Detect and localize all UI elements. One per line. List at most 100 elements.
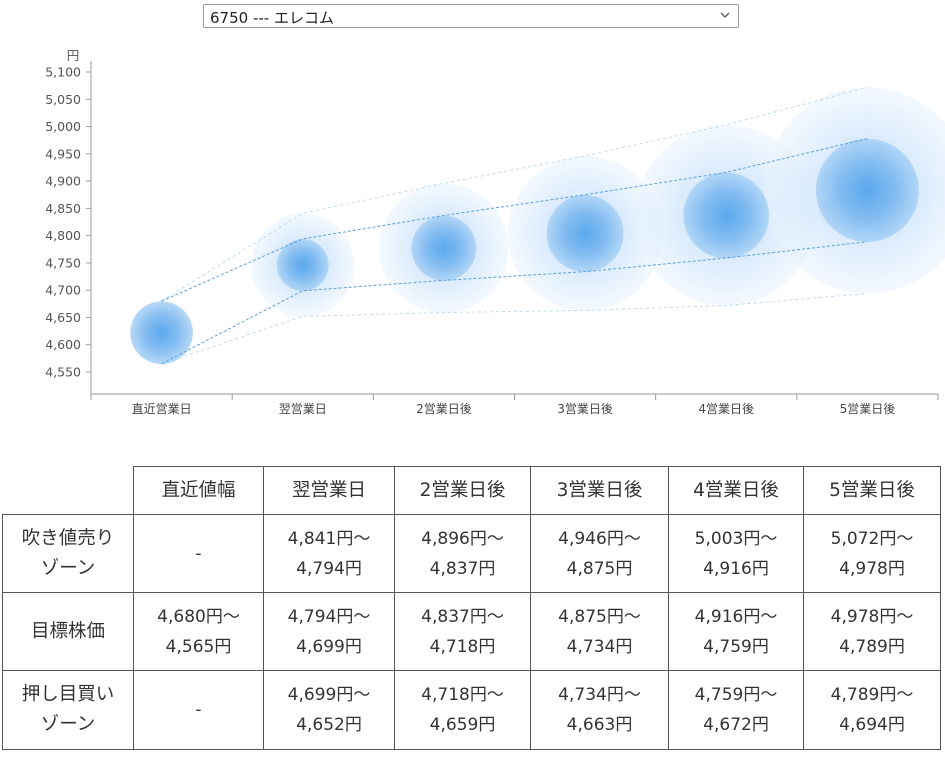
range-lines [161,86,868,365]
target-bubbles [130,138,919,365]
table-row-target-price: 目標株価 4,680円～ 4,565円 4,794円～ 4,699円 4,837円～… [2,592,941,671]
column-header: 直近値幅 [133,466,264,515]
stock-select[interactable]: 6750 --- エレコム [203,4,739,28]
table-cell: 4,837円～ 4,718円 [394,592,531,671]
y-tick-label: 4,700 [45,283,81,298]
cell-line1: 4,875円～ [558,606,641,627]
cell-line2: 4,663円 [566,715,633,735]
cell-line2: 4,916円 [703,558,769,579]
price-forecast-chart: 円 5,100 5,050 5,000 4,950 4,900 4,850 4,800 4,7… [45,48,945,416]
y-tick-label: 4,800 [45,228,81,243]
table-corner-cell [2,466,134,515]
cell-line2: 4,699円 [296,636,362,657]
x-tick-label: 4営業日後 [698,402,754,416]
cell-line1: 5,003円～ [694,528,778,549]
column-header: 4営業日後 [668,466,804,515]
x-tick-label: 3営業日後 [557,402,613,416]
y-tick-label: 5,000 [45,119,81,134]
outer-upper-line [161,86,868,302]
column-header: 2営業日後 [394,466,531,515]
cell-line2: 4,789円 [839,636,905,657]
table-row-sell-zone: 吹き値売りゾーン - 4,841円～ 4,794円 4,896円～ 4,837円 4… [2,514,941,593]
row-label-line1: 押し目買い [21,684,115,705]
inner-lower-line [161,241,868,365]
outer-lower-line [161,292,868,365]
target-bubble [130,301,193,365]
table-header-row: 直近値幅 翌営業日 2営業日後 3営業日後 4営業日後 5営業日後 [2,466,941,515]
x-tick-label: 翌営業日 [279,402,327,416]
y-tick-label: 4,950 [45,146,81,161]
table-cell: 4,789円～ 4,694円 [803,670,941,750]
x-tick-label: 5営業日後 [840,402,896,416]
table-cell: 4,794円～ 4,699円 [263,592,395,671]
cell-line1: 4,699円～ [287,685,371,705]
table-cell: 4,699円～ 4,652円 [263,670,395,750]
cell-line1: 5,072円～ [830,528,914,549]
cell-line1: 4,734円～ [558,685,641,705]
column-header: 3営業日後 [530,466,669,515]
cell-line2: 4,837円 [429,558,496,579]
table-cell: 4,841円～ 4,794円 [263,514,395,593]
cell-line1: 4,978円～ [830,606,914,627]
column-header: 翌営業日 [263,466,395,515]
cell-line1: 4,841円～ [287,528,371,549]
table-cell: 5,072円～ 4,978円 [803,514,941,593]
cell-line2: 4,875円 [566,558,633,579]
table-cell: 4,978円～ 4,789円 [803,592,941,671]
row-label-line1: 吹き値売り [21,527,115,549]
y-tick-labels: 5,100 5,050 5,000 4,950 4,900 4,850 4,800 4,750… [45,65,91,380]
cell-line2: 4,759円 [703,636,769,657]
table-cell: 4,718円～ 4,659円 [394,670,531,750]
cell-line2: 4,718円 [429,636,496,657]
x-tick-label: 直近営業日 [132,402,192,416]
column-header: 5営業日後 [803,466,941,515]
cell-line1: 4,680円～ [157,606,240,627]
row-label-line2: ゾーン [40,557,96,579]
cell-line1: - [195,700,202,720]
chevron-down-icon [720,12,730,18]
target-bubble [683,172,770,259]
table-cell: 4,680円～ 4,565円 [133,592,264,671]
y-tick-label: 4,850 [45,201,81,216]
target-bubble [411,215,477,281]
table-cell: 4,875円～ 4,734円 [530,592,669,671]
row-label-line2: ゾーン [40,714,96,735]
price-zone-table-wrap: 直近値幅 翌営業日 2営業日後 3営業日後 4営業日後 5営業日後 吹き値売りゾ… [2,466,941,750]
cell-line1: - [195,543,202,564]
cell-line1: 4,718円～ [421,685,504,705]
row-header-target-price: 目標株価 [2,592,134,671]
table-cell: 4,734円～ 4,663円 [530,670,669,750]
y-tick-label: 4,900 [45,174,81,189]
cell-line2: 4,565円 [165,636,232,657]
table-cell: 4,946円～ 4,875円 [530,514,669,593]
y-tick-label: 4,600 [45,337,81,352]
x-tick-labels: 直近営業日 翌営業日 2営業日後 3営業日後 4営業日後 5営業日後 [90,394,939,416]
cell-line1: 4,759円～ [694,685,778,705]
table-cell: - [133,514,264,593]
price-zone-table: 直近値幅 翌営業日 2営業日後 3営業日後 4営業日後 5営業日後 吹き値売りゾ… [2,466,941,750]
cell-line1: 4,896円～ [421,528,504,549]
x-tick-label: 2営業日後 [416,402,472,416]
table-cell: 4,916円～ 4,759円 [668,592,804,671]
y-tick-label: 4,750 [45,255,81,270]
y-tick-label: 4,650 [45,310,81,325]
cell-line2: 4,694円 [839,715,905,735]
cell-line2: 4,734円 [566,636,633,657]
row-label-line1: 目標株価 [30,620,105,642]
target-bubble [815,138,919,242]
cell-line2: 4,794円 [296,558,362,579]
table-row-buy-zone: 押し目買いゾーン - 4,699円～ 4,652円 4,718円～ 4,659円 4… [2,670,941,750]
y-tick-label: 5,100 [45,65,81,80]
y-tick-label: 4,550 [45,365,81,380]
cell-line2: 4,978円 [839,558,905,579]
y-axis-unit: 円 [67,48,80,63]
row-header-buy-zone: 押し目買い ゾーン [2,670,134,750]
stock-select-value: 6750 --- エレコム [210,9,334,27]
cell-line2: 4,652円 [296,715,362,735]
cell-line2: 4,659円 [429,715,496,735]
inner-upper-line [161,138,868,302]
table-cell: 4,896円～ 4,837円 [394,514,531,593]
row-header-sell-zone: 吹き値売り ゾーン [2,514,134,593]
cell-line1: 4,789円～ [830,685,914,705]
cell-line1: 4,794円～ [287,606,371,627]
